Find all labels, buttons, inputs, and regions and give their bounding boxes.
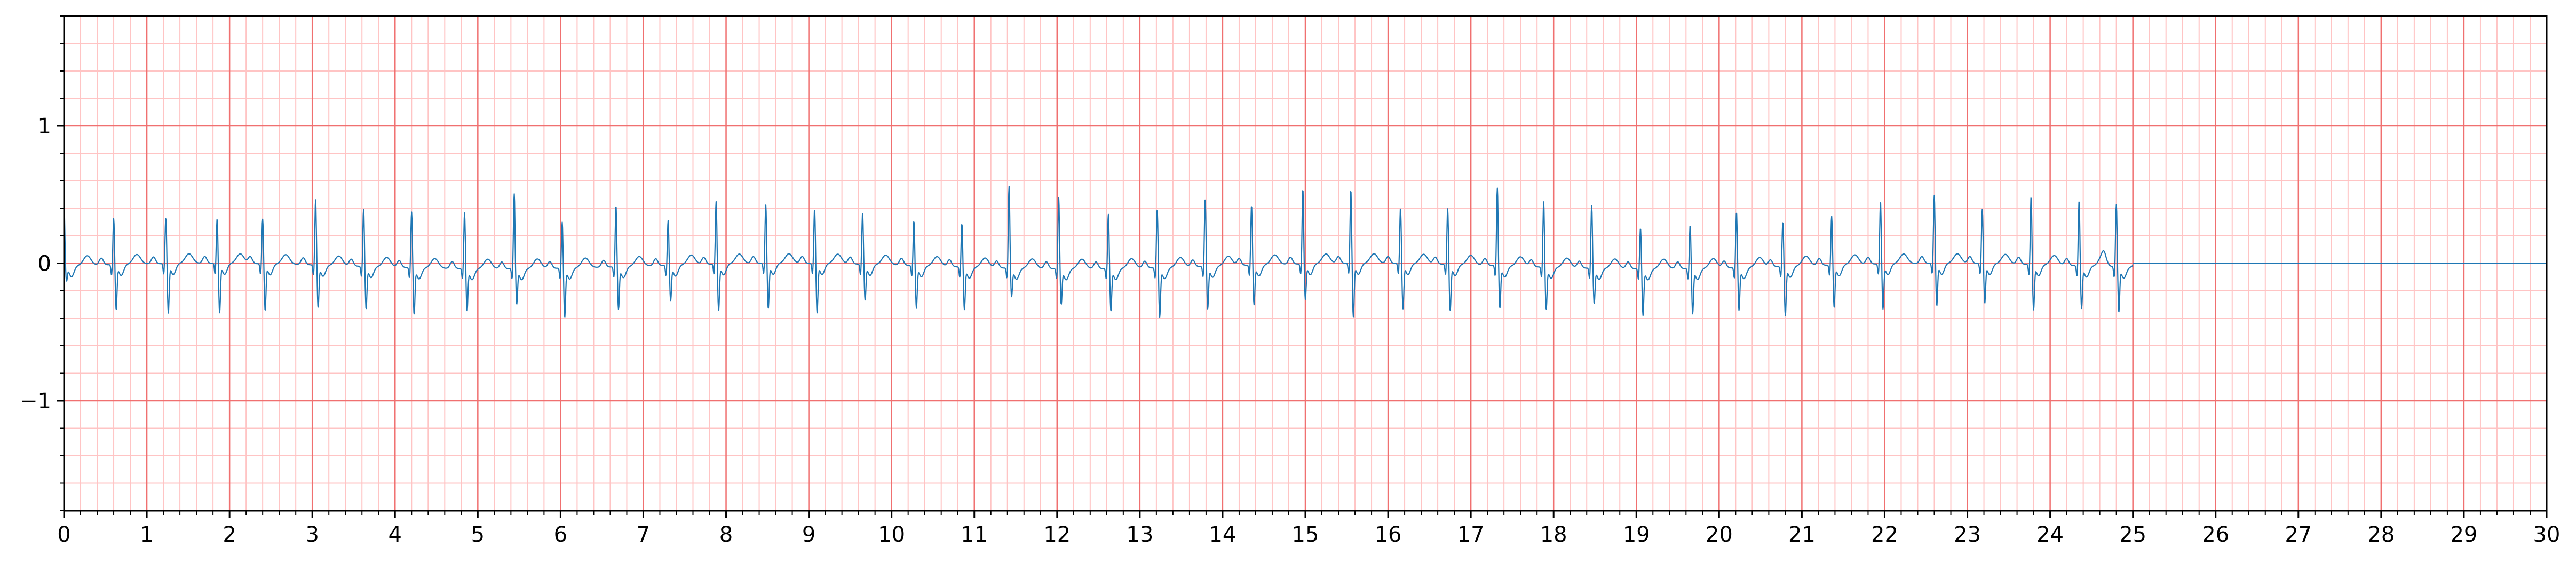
x-tick-label: 1 [140,522,153,547]
x-tick-label: 12 [1043,522,1071,547]
x-axis: 0 1 2 3 4 5 6 7 8 9 10 11 12 13 14 15 16 17 18 19 20 21 22 23 24… [57,511,2560,547]
x-tick-label: 11 [961,522,988,547]
x-tick-label: 8 [719,522,733,547]
x-tick-label: 2 [223,522,236,547]
x-tick-label: 4 [389,522,402,547]
x-tick-label: 26 [2202,522,2229,547]
x-tick-label: 29 [2450,522,2477,547]
x-tick-label: 28 [2367,522,2395,547]
x-tick-label: 7 [637,522,650,547]
x-tick-label: 17 [1457,522,1485,547]
x-tick-label: 25 [2119,522,2146,547]
x-tick-label: 0 [57,522,70,547]
x-tick-label: 30 [2533,522,2561,547]
x-tick-label: 16 [1375,522,1402,547]
x-tick-label: 10 [878,522,905,547]
x-tick-label: 19 [1623,522,1650,547]
x-tick-label: 23 [1954,522,1981,547]
y-axis: −1 0 1 [20,15,64,511]
x-tick-label: 13 [1126,522,1153,547]
x-tick-label: 3 [305,522,319,547]
y-tick-label: −1 [20,389,51,414]
x-tick-label: 21 [1788,522,1816,547]
x-tick-label: 20 [1706,522,1733,547]
x-tick-label: 14 [1209,522,1236,547]
x-tick-label: 6 [554,522,567,547]
x-tick-label: 27 [2285,522,2312,547]
ecg-trace [63,185,2134,318]
x-tick-label: 24 [2036,522,2064,547]
x-tick-label: 15 [1292,522,1319,547]
x-tick-label: 18 [1540,522,1567,547]
ecg-trace-layer [63,185,2547,318]
x-tick-label: 22 [1871,522,1898,547]
y-tick-label: 1 [38,114,51,139]
x-tick-label: 9 [802,522,815,547]
x-tick-label: 5 [471,522,485,547]
y-tick-label: 0 [38,252,51,276]
